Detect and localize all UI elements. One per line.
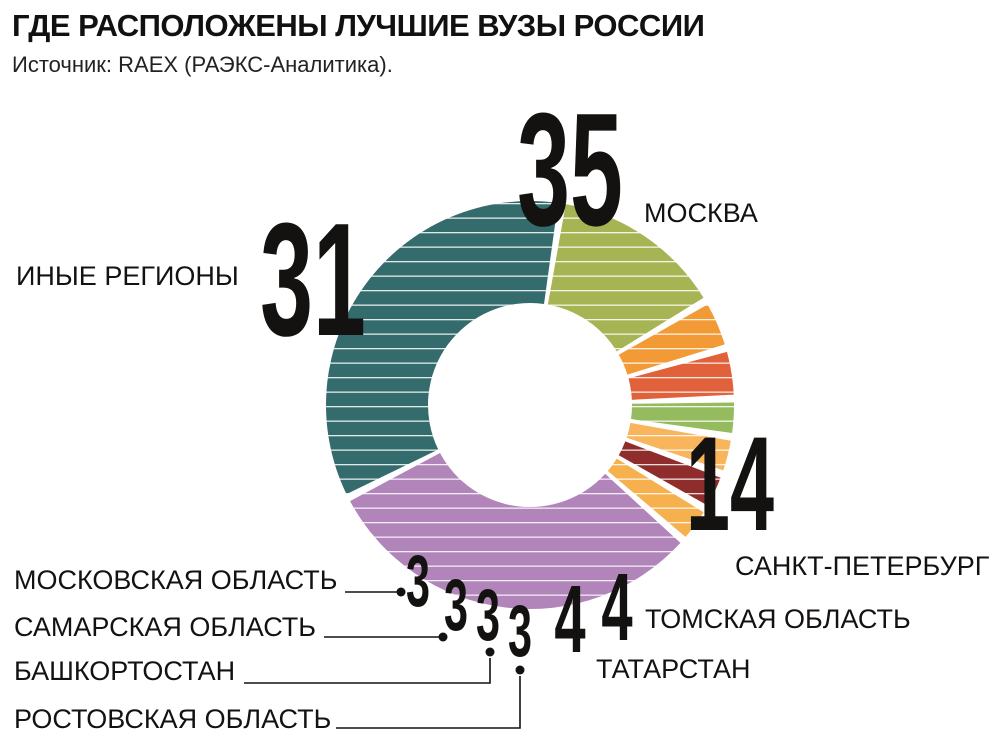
leader-line-rostov-oblast xyxy=(336,676,521,729)
slice-bashkortostan xyxy=(626,422,731,471)
category-label-tomsk-oblast: ТОМСКАЯ ОБЛАСТЬ xyxy=(645,604,911,634)
leader-dot-rostov-oblast xyxy=(515,665,525,675)
slice-tomsk-oblast xyxy=(618,304,725,375)
slice-tatarstan xyxy=(628,351,734,400)
value-label-bashkortostan: 3 xyxy=(476,574,500,656)
slice-moscow xyxy=(325,200,559,495)
value-label-tomsk-oblast: 4 xyxy=(601,554,633,661)
value-label-samara-oblast: 3 xyxy=(444,564,468,646)
category-label-tatarstan: ТАТАРСТАН xyxy=(596,654,751,684)
category-label-rostov-oblast: РОСТОВСКАЯ ОБЛАСТЬ xyxy=(14,704,331,734)
slice-saint-petersburg xyxy=(547,204,704,352)
value-label-other-regions: 31 xyxy=(260,190,366,370)
leader-line-bashkortostan xyxy=(244,658,491,684)
slice-samara-oblast xyxy=(618,441,721,506)
chart-source: Источник: RAEX (РАЭКС-Аналитика). xyxy=(12,52,393,77)
category-label-bashkortostan: БАШКОРТОСТАН xyxy=(14,656,235,686)
chart-title: ГДЕ РАСПОЛОЖЕНЫ ЛУЧШИЕ ВУЗЫ РОССИИ xyxy=(12,8,705,43)
leader-dot-bashkortostan xyxy=(485,647,495,657)
leader-dot-moscow-oblast xyxy=(396,587,406,597)
value-label-rostov-oblast: 3 xyxy=(508,590,532,672)
value-label-moscow-oblast: 3 xyxy=(406,540,430,622)
value-label-moscow: 35 xyxy=(517,80,623,260)
category-label-samara-oblast: САМАРСКАЯ ОБЛАСТЬ xyxy=(14,612,316,642)
slice-moscow-oblast xyxy=(607,458,704,537)
value-label-saint-petersburg: 14 xyxy=(686,409,774,559)
category-label-other-regions: ИНЫЕ РЕГИОНЫ xyxy=(16,261,239,291)
leader-dot-samara-oblast xyxy=(438,632,448,642)
slice-other-regions xyxy=(350,453,681,610)
value-label-tatarstan: 4 xyxy=(554,566,586,673)
category-label-saint-petersburg: САНКТ-ПЕТЕРБУРГ xyxy=(735,551,990,581)
slice-rostov-oblast xyxy=(631,402,734,434)
category-label-moscow-oblast: МОСКОВСКАЯ ОБЛАСТЬ xyxy=(14,565,337,595)
category-label-moscow: МОСКВА xyxy=(644,198,758,228)
